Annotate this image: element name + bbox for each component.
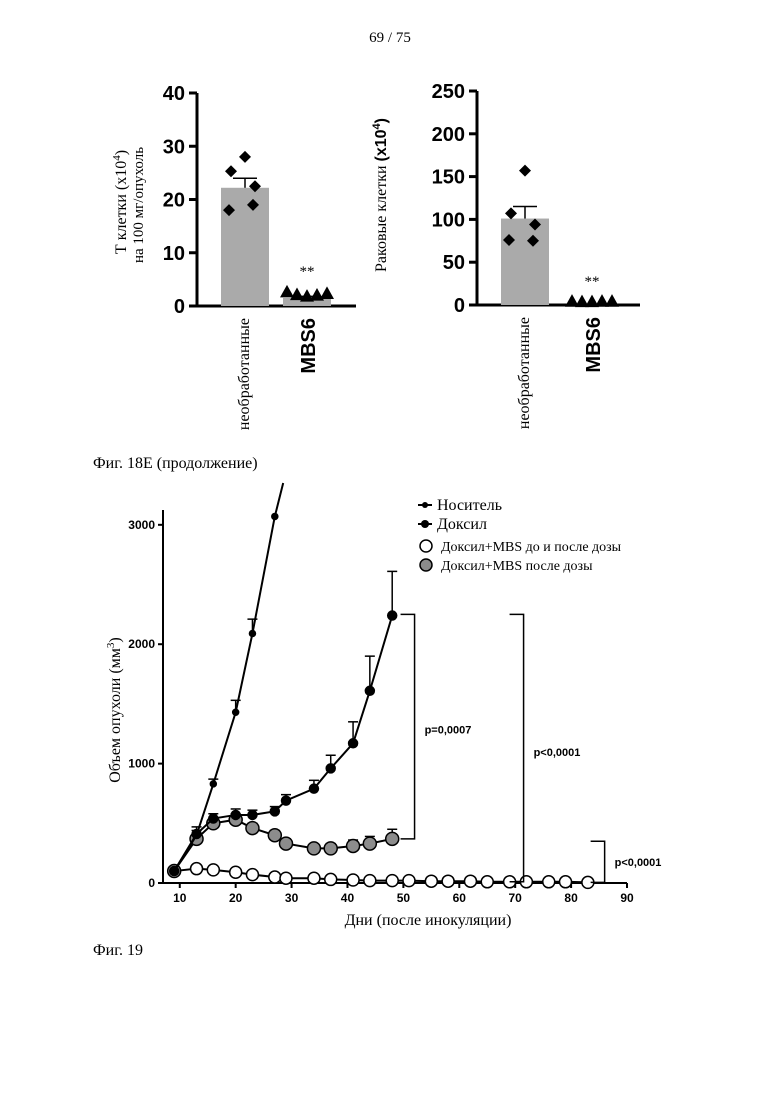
significance-bracket xyxy=(510,614,524,881)
series-2-point xyxy=(191,863,203,875)
series-1-point xyxy=(209,814,218,823)
p-value-label: p<0,0001 xyxy=(615,857,662,869)
line-chart-ytick-label: 1000 xyxy=(128,757,155,771)
series-1-point xyxy=(349,739,358,748)
line-chart-ytick-label: 2000 xyxy=(128,637,155,651)
line-chart-xtick-label: 40 xyxy=(341,891,355,905)
significance-bracket xyxy=(591,841,605,882)
p-value-label: p<0,0001 xyxy=(534,747,581,759)
legend-marker xyxy=(420,540,432,552)
series-3-point xyxy=(268,829,281,842)
p-value-label: p=0,0007 xyxy=(425,724,472,736)
series-1-point xyxy=(365,686,374,695)
legend-label: Доксил xyxy=(437,516,487,533)
series-2-point xyxy=(481,876,493,888)
significance-bracket xyxy=(401,614,415,838)
line-chart-xtick-label: 30 xyxy=(285,891,299,905)
series-2-point xyxy=(464,875,476,887)
line-chart-xlabel: Дни (после инокуляции) xyxy=(345,912,512,929)
legend-marker xyxy=(420,559,432,571)
series-3-point xyxy=(279,837,292,850)
series-line-1 xyxy=(174,616,392,872)
series-3-point xyxy=(363,837,376,850)
legend-label: Доксил+MBS до и после дозы xyxy=(441,540,622,555)
series-3-point xyxy=(246,822,259,835)
series-2-point xyxy=(269,871,281,883)
series-0-point xyxy=(272,513,278,519)
line-chart-ylabel-text: Объем опухоли (мм xyxy=(107,648,124,783)
series-3-point xyxy=(324,842,337,855)
legend-marker xyxy=(421,520,429,528)
series-2-point xyxy=(230,866,242,878)
line-chart-ylabel: Объем опухоли (мм3) xyxy=(105,637,124,783)
line-chart-xtick-label: 80 xyxy=(564,891,578,905)
series-2-point xyxy=(386,875,398,887)
series-0-point xyxy=(171,868,177,874)
series-2-point xyxy=(207,864,219,876)
series-2-point xyxy=(560,876,572,888)
line-chart-ytick-label: 0 xyxy=(148,876,155,890)
legend: Носитель Доксил Доксил+MBS до и после дозы… xyxy=(418,497,622,574)
series-2-point xyxy=(364,875,376,887)
series-0-point xyxy=(210,781,216,787)
legend-label: Носитель xyxy=(437,497,502,514)
line-chart-ytick-label: 3000 xyxy=(128,518,155,532)
series-1-point xyxy=(388,611,397,620)
series-3-point xyxy=(347,839,360,852)
line-chart-xtick-label: 60 xyxy=(453,891,467,905)
legend-label: Доксил+MBS после дозы xyxy=(441,559,593,574)
line-chart-xtick-label: 10 xyxy=(173,891,187,905)
series-2-point xyxy=(543,876,555,888)
series-1-point xyxy=(309,784,318,793)
series-0-point xyxy=(233,709,239,715)
line-chart-xtick-label: 70 xyxy=(509,891,523,905)
series-3-point xyxy=(386,832,399,845)
series-2-point xyxy=(325,873,337,885)
series-2-point xyxy=(308,872,320,884)
line-chart-xtick-label: 50 xyxy=(397,891,411,905)
series-1-point xyxy=(248,810,257,819)
series-2-point xyxy=(280,872,292,884)
series-2-point xyxy=(347,874,359,886)
series-0-point xyxy=(194,832,200,838)
line-chart-xtick-label: 90 xyxy=(620,891,634,905)
line-chart-xtick-label: 20 xyxy=(229,891,243,905)
series-3-point xyxy=(307,842,320,855)
legend-marker xyxy=(422,502,428,508)
series-1-point xyxy=(281,796,290,805)
series-1-point xyxy=(326,764,335,773)
tumor-volume-line-chart: Объем опухоли (мм3) Дни (после инокуляци… xyxy=(0,0,780,1103)
series-2-point xyxy=(246,869,258,881)
series-2-point xyxy=(403,875,415,887)
series-2-point xyxy=(425,875,437,887)
figure-19-caption: Фиг. 19 xyxy=(93,942,143,960)
line-chart-ylabel-close: ) xyxy=(107,637,124,642)
series-2-point xyxy=(442,875,454,887)
series-1-point xyxy=(231,810,240,819)
series-0-point xyxy=(249,630,255,636)
series-1-point xyxy=(270,807,279,816)
